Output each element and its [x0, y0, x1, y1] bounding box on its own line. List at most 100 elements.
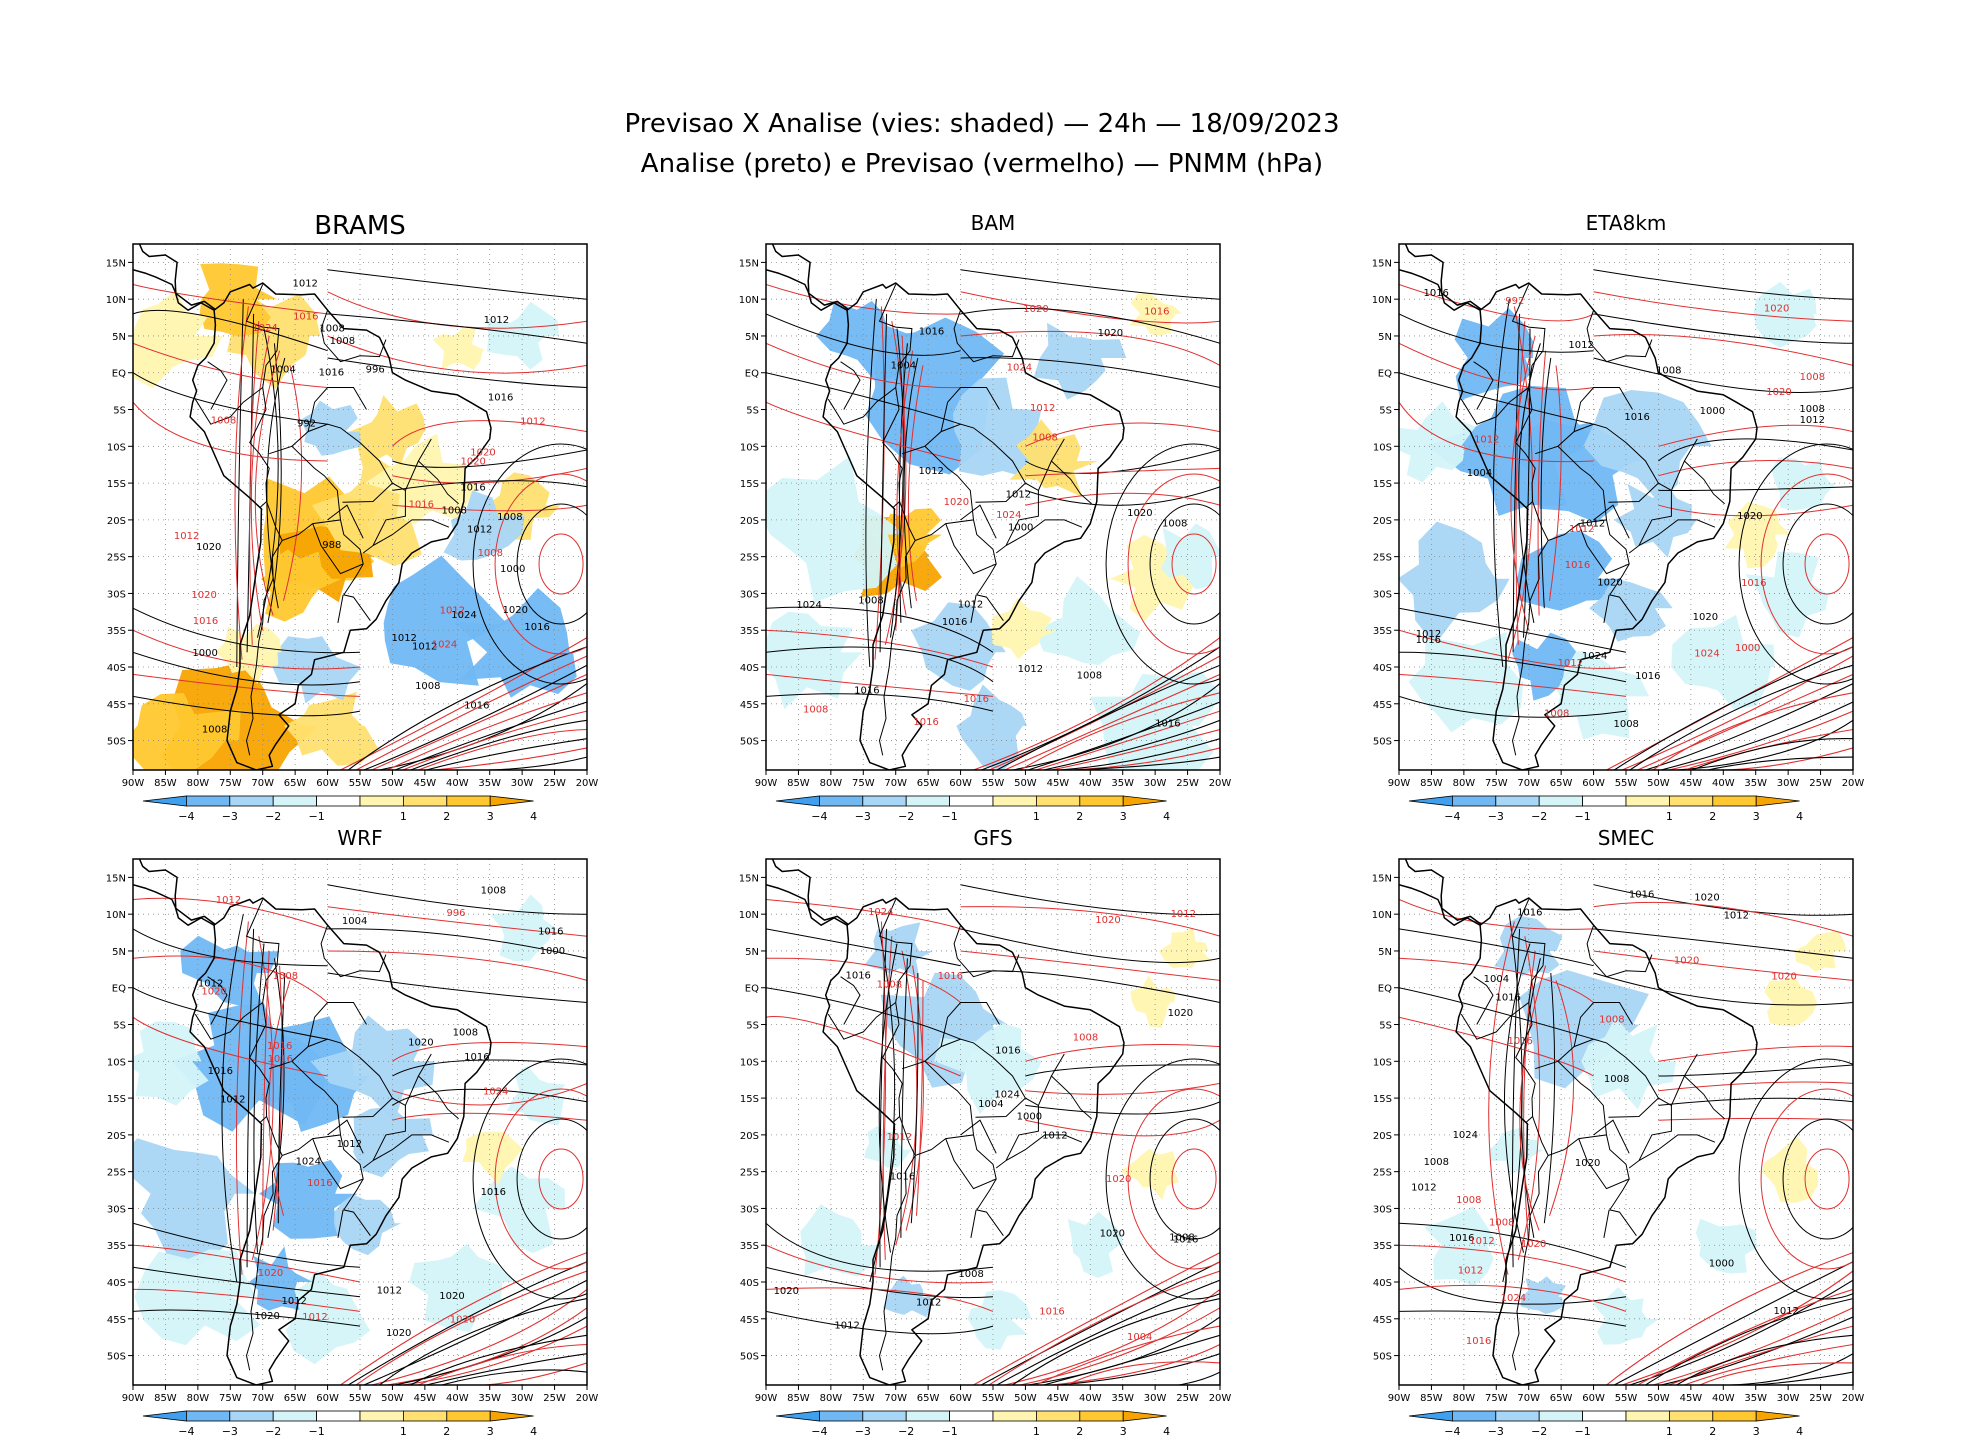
- forecast-isobar: [916, 980, 924, 1216]
- bias-area: [180, 935, 280, 1017]
- lon-tick-label: 90W: [1388, 1393, 1411, 1404]
- lon-tick-label: 45W: [414, 778, 437, 789]
- forecast-isobar: [1637, 1288, 1853, 1385]
- central-america-caribbean-coast: [771, 244, 849, 311]
- lon-tick-label: 35W: [1111, 1393, 1134, 1404]
- lon-tick-label: 20W: [1209, 1393, 1232, 1404]
- bias-area: [133, 693, 241, 770]
- bias-area: [490, 894, 558, 962]
- lon-tick-label: 60W: [949, 778, 972, 789]
- lat-tick-label: 50S: [107, 737, 126, 748]
- south-america-coastline: [1455, 282, 1758, 770]
- forecast-isobar: [392, 1041, 587, 1062]
- forecast-isobar: [262, 950, 270, 1246]
- colorbar-tick-label: 4: [1796, 810, 1803, 823]
- country-border: [1628, 1105, 1672, 1169]
- forecast-isobar: [1399, 401, 1594, 463]
- analysis-isobar: [133, 987, 328, 1040]
- forecast-isobar: [133, 629, 361, 670]
- longitude-axis: 90W 85W 80W 75W 70W 65W 60W 55W 50W 45W 40W 35W 30W 2…: [122, 1385, 598, 1404]
- high-pressure-ring: [1127, 473, 1220, 655]
- analysis-isobar: [1059, 738, 1220, 770]
- forecast-isobar: [133, 401, 328, 462]
- bias-area: [133, 290, 223, 389]
- lon-tick-label: 30W: [1777, 778, 1800, 789]
- analysis-isobar: [766, 928, 961, 967]
- forecast-isobar: [1510, 335, 1536, 631]
- forecast-isobar: [1025, 467, 1220, 477]
- analysis-isobar: [379, 683, 587, 770]
- colorbar-swatch: [186, 795, 231, 807]
- lat-tick-label: 5N: [112, 332, 126, 343]
- analysis-isobar: [133, 1309, 361, 1327]
- contour-label: 1012: [1018, 664, 1043, 675]
- lon-tick-label: 35W: [478, 1393, 501, 1404]
- lat-tick-label: 25S: [107, 553, 126, 564]
- country-border: [1473, 976, 1494, 1025]
- bias-area: [134, 1249, 261, 1346]
- lat-tick-label: 50S: [107, 1352, 126, 1363]
- colorbar-swatch: [316, 1410, 361, 1422]
- colorbar-swatch: [949, 795, 994, 807]
- contour-label: 1012: [174, 531, 199, 542]
- analysis-isobar: [1707, 1371, 1853, 1385]
- country-border: [878, 1155, 916, 1371]
- country-border: [1473, 361, 1494, 410]
- colorbar-tick-label: 4: [1796, 1425, 1803, 1436]
- contour-label: 1000: [1709, 1259, 1734, 1270]
- country-border: [1608, 1178, 1637, 1236]
- analysis-isobar: [133, 372, 328, 425]
- contour-label: 1024: [1694, 649, 1719, 660]
- colorbar-swatch: [402, 1410, 448, 1422]
- colorbar-swatch: [272, 795, 317, 807]
- analysis-isobar: [133, 607, 361, 654]
- analysis-isobar: [363, 1279, 587, 1385]
- colorbar-arrow-high: [1122, 795, 1167, 807]
- forecast-isobar: [766, 342, 961, 389]
- colorbar-tick-label: −4: [1444, 810, 1460, 823]
- lat-tick-label: 45S: [1373, 700, 1392, 711]
- colorbar-swatch: [229, 795, 274, 807]
- country-border: [1557, 423, 1698, 492]
- analysis-isobar: [1521, 958, 1541, 1238]
- lon-tick-label: 55W: [1615, 778, 1638, 789]
- high-pressure-ring: [472, 443, 587, 685]
- country-border: [320, 310, 387, 363]
- map-panel-gfs: 1012 1016 1012 1008 1004 1016 1000 1008 1020 1024…: [739, 826, 1232, 1438]
- colorbar-tick-label: 3: [1120, 1425, 1127, 1436]
- country-border: [342, 1097, 393, 1118]
- country-border: [1603, 1209, 1610, 1238]
- lat-tick-label: 30S: [107, 1204, 126, 1215]
- country-border: [1608, 563, 1637, 621]
- analysis-isobar: [766, 1222, 994, 1272]
- lon-tick-label: 40W: [1079, 778, 1102, 789]
- colorbar-swatch: [1668, 1410, 1714, 1422]
- bias-area: [364, 433, 479, 525]
- country-border: [1460, 284, 1546, 425]
- map-panel-eta8km: 1008101210121016100810041000101610201024…: [1372, 211, 1865, 823]
- lat-tick-label: 5S: [113, 406, 126, 417]
- contour-label: 1016: [854, 685, 879, 696]
- contour-label: 1012: [440, 605, 465, 616]
- contour-label: 1012: [467, 524, 492, 535]
- colorbar-arrow-high: [1755, 795, 1800, 807]
- bias-area: [443, 490, 525, 561]
- colorbar-swatch: [862, 795, 907, 807]
- lon-tick-label: 45W: [1680, 1393, 1703, 1404]
- analysis-isobar: [1512, 313, 1521, 653]
- forecast-isobar: [1637, 673, 1853, 770]
- contour-label: 1020: [1106, 1174, 1131, 1185]
- bias-area: [409, 1243, 515, 1333]
- contour-labels: 1008101210121008100810081012101210161004…: [174, 279, 550, 736]
- lat-tick-label: 20S: [1373, 1131, 1392, 1142]
- contour-label: 1024: [1582, 651, 1607, 662]
- forecast-isobar: [402, 710, 587, 770]
- colorbar-swatch: [1582, 795, 1627, 807]
- forecast-isobar: [402, 1325, 587, 1385]
- analysis-isobar: [1523, 328, 1531, 638]
- high-pressure-ring: [1804, 1148, 1850, 1210]
- analysis-isobar: [1399, 651, 1627, 683]
- colorbar-swatch: [446, 795, 491, 807]
- high-pressure-ring: [1804, 533, 1850, 595]
